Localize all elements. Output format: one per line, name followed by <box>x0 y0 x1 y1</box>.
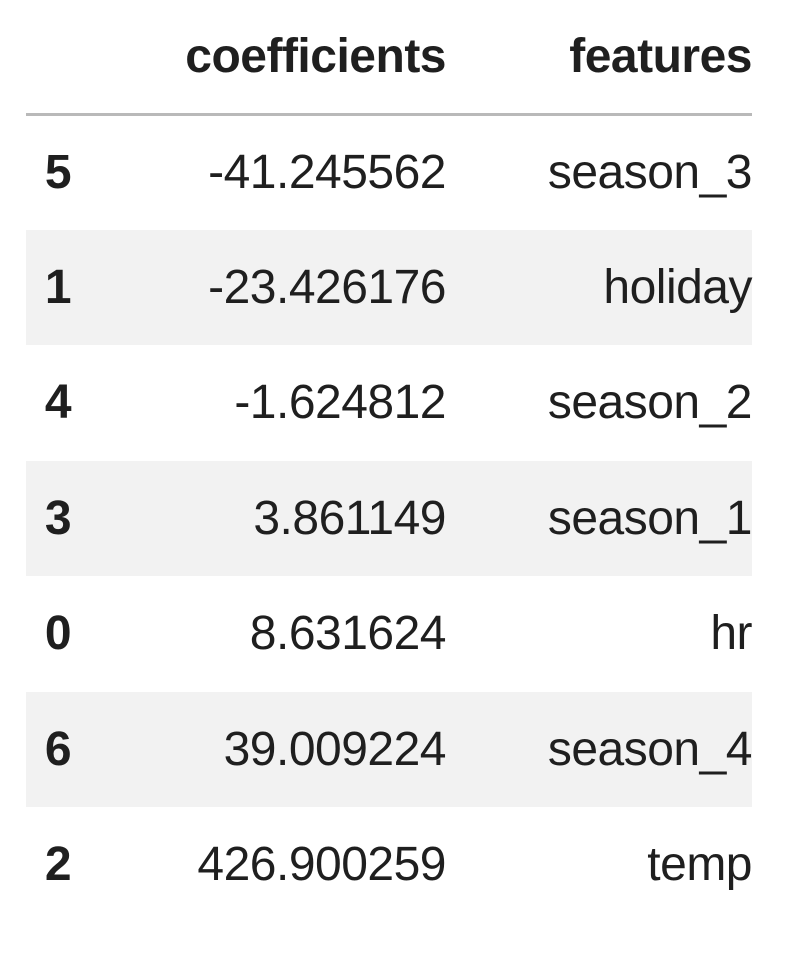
coefficient-cell: -41.245562 <box>208 146 446 199</box>
coefficient-cell: 426.900259 <box>197 838 446 892</box>
table-row: 6 39.009224 season_4 <box>26 691 753 807</box>
coefficient-cell: -1.624812 <box>234 376 446 430</box>
coefficient-cell: 39.009224 <box>223 722 447 776</box>
row-index: 0 <box>44 607 72 661</box>
table-row: 0 8.631624 hr <box>26 576 753 692</box>
row-index: 3 <box>44 491 72 545</box>
feature-cell: season_3 <box>547 146 753 199</box>
coefficient-cell: -23.426176 <box>208 260 446 314</box>
column-header-coefficients: coefficients <box>90 0 447 116</box>
row-index: 5 <box>44 146 72 199</box>
table-header: coefficients features <box>26 0 753 116</box>
table-row: 2 426.900259 temp <box>26 807 753 923</box>
feature-cell: temp <box>647 838 752 892</box>
row-index: 1 <box>44 260 72 314</box>
table-row: 3 3.861149 season_1 <box>26 460 753 576</box>
row-index: 6 <box>44 722 72 776</box>
row-index: 2 <box>44 838 72 892</box>
feature-cell: season_1 <box>547 491 753 545</box>
feature-cell: holiday <box>603 260 752 314</box>
feature-cell: hr <box>710 607 752 661</box>
index-header <box>26 0 90 116</box>
coefficient-cell: 3.861149 <box>253 491 446 545</box>
feature-cell: season_4 <box>547 722 753 776</box>
table-row: 1 -23.426176 holiday <box>26 229 753 345</box>
header-row: coefficients features <box>26 0 753 116</box>
table-row: 5 -41.245562 season_3 <box>26 114 753 230</box>
table-body: 5 -41.245562 season_3 1 -23.426176 holid… <box>26 114 753 923</box>
coefficients-table: coefficients features 5 -41.245562 seaso… <box>26 0 753 923</box>
column-header-features: features <box>446 0 753 116</box>
row-index: 4 <box>44 376 72 430</box>
table-row: 4 -1.624812 season_2 <box>26 345 753 461</box>
coefficient-cell: 8.631624 <box>249 607 447 661</box>
feature-cell: season_2 <box>547 376 753 430</box>
